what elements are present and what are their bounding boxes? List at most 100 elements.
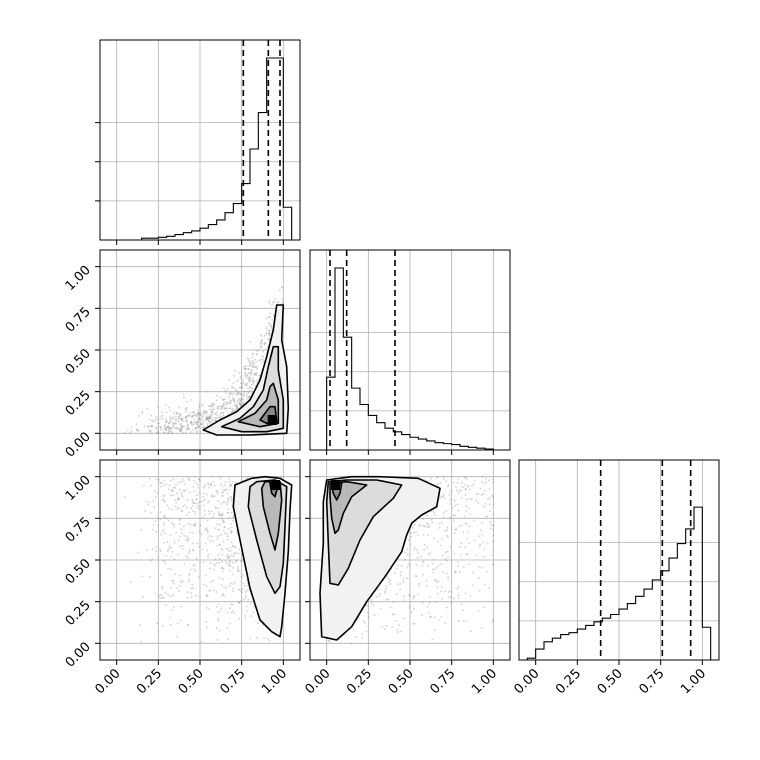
scatter-point (157, 432, 160, 435)
scatter-point (233, 552, 236, 555)
scatter-point (226, 492, 229, 495)
scatter-point (241, 398, 244, 401)
scatter-point (171, 489, 174, 492)
scatter-point (163, 514, 166, 516)
scatter-point (187, 522, 190, 525)
scatter-point (192, 542, 194, 545)
scatter-point (251, 360, 254, 362)
scatter-point (278, 289, 281, 292)
scatter-point (410, 610, 413, 613)
scatter-point (225, 555, 228, 558)
scatter-point (179, 488, 182, 491)
scatter-point (255, 372, 258, 374)
scatter-point (168, 616, 171, 619)
scatter-point (459, 571, 461, 574)
scatter-point (222, 411, 225, 414)
scatter-point (199, 507, 201, 510)
scatter-point (232, 382, 235, 385)
scatter-point (241, 403, 244, 406)
scatter-point (163, 542, 165, 544)
scatter-point (218, 414, 221, 417)
scatter-point (225, 548, 228, 550)
scatter-point (482, 493, 485, 495)
scatter-point (457, 509, 460, 512)
scatter-point (265, 331, 268, 334)
scatter-point (273, 313, 275, 316)
scatter-point (212, 408, 215, 411)
scatter-point (428, 525, 430, 528)
scatter-point (188, 578, 191, 581)
scatter-point (423, 548, 425, 551)
scatter-point (240, 404, 243, 406)
panel-hist-2: 0.00 0.25 0.50 0.75 1.00 (511, 459, 720, 697)
scatter-point (398, 624, 401, 627)
scatter-point (428, 612, 430, 614)
scatter-point (209, 581, 212, 583)
scatter-point (161, 418, 164, 420)
scatter-point (243, 367, 246, 370)
scatter-point (458, 525, 461, 528)
scatter-point (268, 302, 271, 304)
scatter-point (281, 302, 284, 304)
scatter-point (228, 550, 230, 553)
scatter-point (219, 416, 222, 418)
scatter-point (443, 497, 445, 499)
scatter-point (438, 527, 441, 529)
scatter-point (196, 412, 199, 415)
scatter-point (205, 416, 208, 419)
scatter-point (202, 486, 205, 489)
scatter-point (488, 479, 490, 482)
scatter-point (228, 477, 230, 480)
scatter-point (158, 594, 161, 597)
scatter-point (213, 412, 216, 415)
scatter-point (396, 629, 398, 631)
scatter-point (381, 625, 384, 628)
scatter-point (210, 415, 212, 418)
scatter-point (198, 405, 200, 407)
scatter-point (159, 416, 162, 419)
scatter-point (457, 594, 460, 596)
scatter-point (193, 414, 196, 417)
scatter-point (480, 566, 483, 569)
scatter-point (239, 377, 242, 380)
scatter-point (227, 611, 229, 614)
scatter-point (196, 502, 198, 505)
scatter-point (160, 426, 162, 428)
scatter-point (236, 533, 239, 535)
scatter-point (214, 413, 217, 416)
scatter-point (181, 425, 184, 428)
y-tick-label: 0.50 (63, 346, 94, 377)
scatter-point (179, 518, 181, 520)
scatter-point (180, 426, 182, 429)
scatter-point (160, 533, 163, 536)
scatter-point (186, 514, 189, 517)
scatter-point (186, 624, 189, 627)
scatter-point (237, 399, 239, 402)
scatter-point (194, 421, 197, 424)
scatter-point (436, 483, 438, 486)
scatter-point (220, 607, 222, 610)
scatter-point (165, 420, 168, 423)
scatter-point (187, 538, 189, 540)
scatter-point (205, 574, 207, 577)
scatter-point (237, 601, 240, 604)
scatter-point (215, 562, 218, 564)
scatter-point (206, 417, 209, 420)
scatter-point (198, 403, 201, 405)
scatter-point (232, 545, 235, 548)
scatter-point (434, 514, 436, 516)
scatter-point (240, 382, 243, 384)
scatter-point (492, 619, 495, 622)
scatter-point (187, 557, 190, 560)
scatter-point (441, 522, 443, 524)
scatter-point (210, 413, 213, 416)
scatter-point (453, 552, 456, 555)
scatter-point (216, 537, 219, 540)
scatter-point (173, 426, 175, 428)
scatter-point (173, 542, 176, 544)
scatter-point (184, 407, 187, 410)
scatter-point (177, 553, 180, 556)
scatter-point (150, 432, 153, 434)
scatter-point (466, 619, 468, 622)
scatter-point (267, 638, 269, 640)
